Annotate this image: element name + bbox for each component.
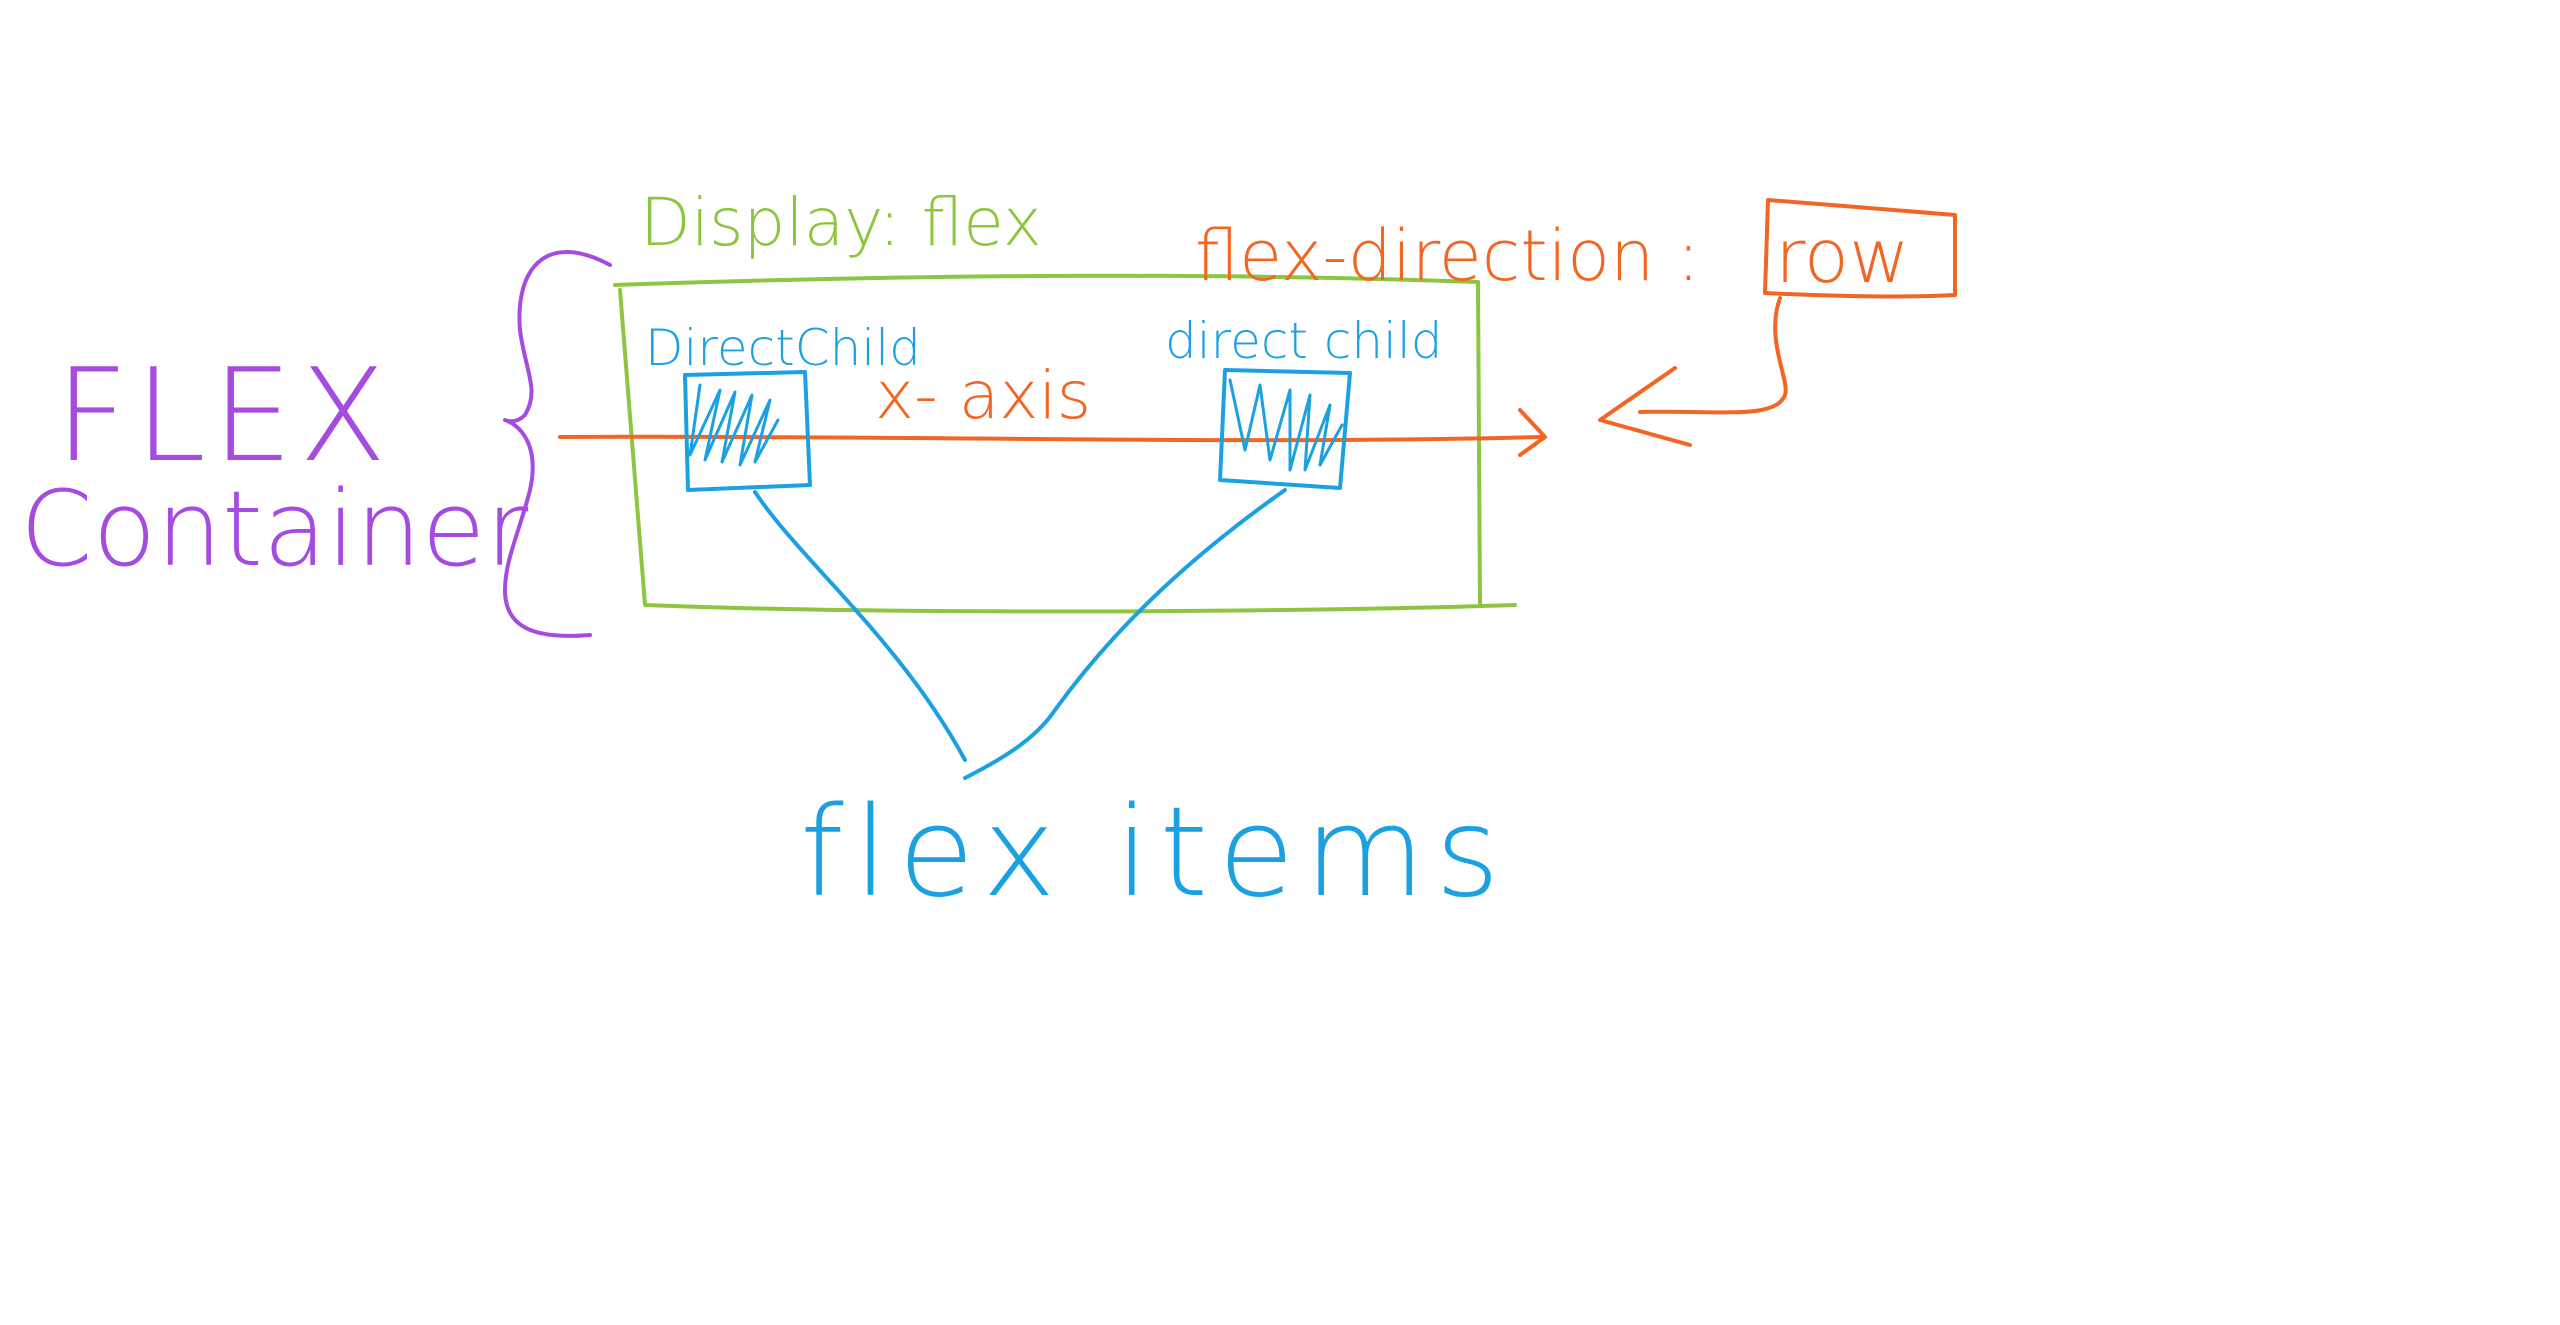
connector-right — [963, 488, 1287, 780]
flex-container-box — [613, 273, 1517, 614]
direct-child-label-left: DirectChild — [645, 319, 921, 377]
row-value: row — [1775, 214, 1910, 300]
flex-label: FLEX — [55, 342, 393, 491]
flex-item-right-box — [1218, 368, 1352, 490]
x-axis-arrowhead — [1518, 408, 1547, 457]
direct-child-label-right: direct child — [1165, 312, 1443, 370]
x-axis-line — [558, 434, 1542, 443]
flex-item-right-scribble — [1228, 378, 1344, 472]
container-label: Container — [20, 468, 528, 590]
row-value-box — [1763, 198, 1957, 299]
flex-item-left-scribble — [688, 383, 780, 467]
flex-item-left-box — [683, 370, 812, 492]
x-axis-label: x- axis — [875, 357, 1091, 434]
flex-items-label: flex items — [800, 781, 1510, 925]
container-brace — [503, 250, 612, 638]
connector-left — [753, 490, 967, 762]
row-pointer-arrow — [1638, 296, 1788, 415]
flex-direction-label: flex-direction : — [1195, 215, 1700, 297]
row-pointer-arrowhead — [1598, 366, 1692, 447]
display-flex-label: Display: flex — [640, 184, 1042, 261]
